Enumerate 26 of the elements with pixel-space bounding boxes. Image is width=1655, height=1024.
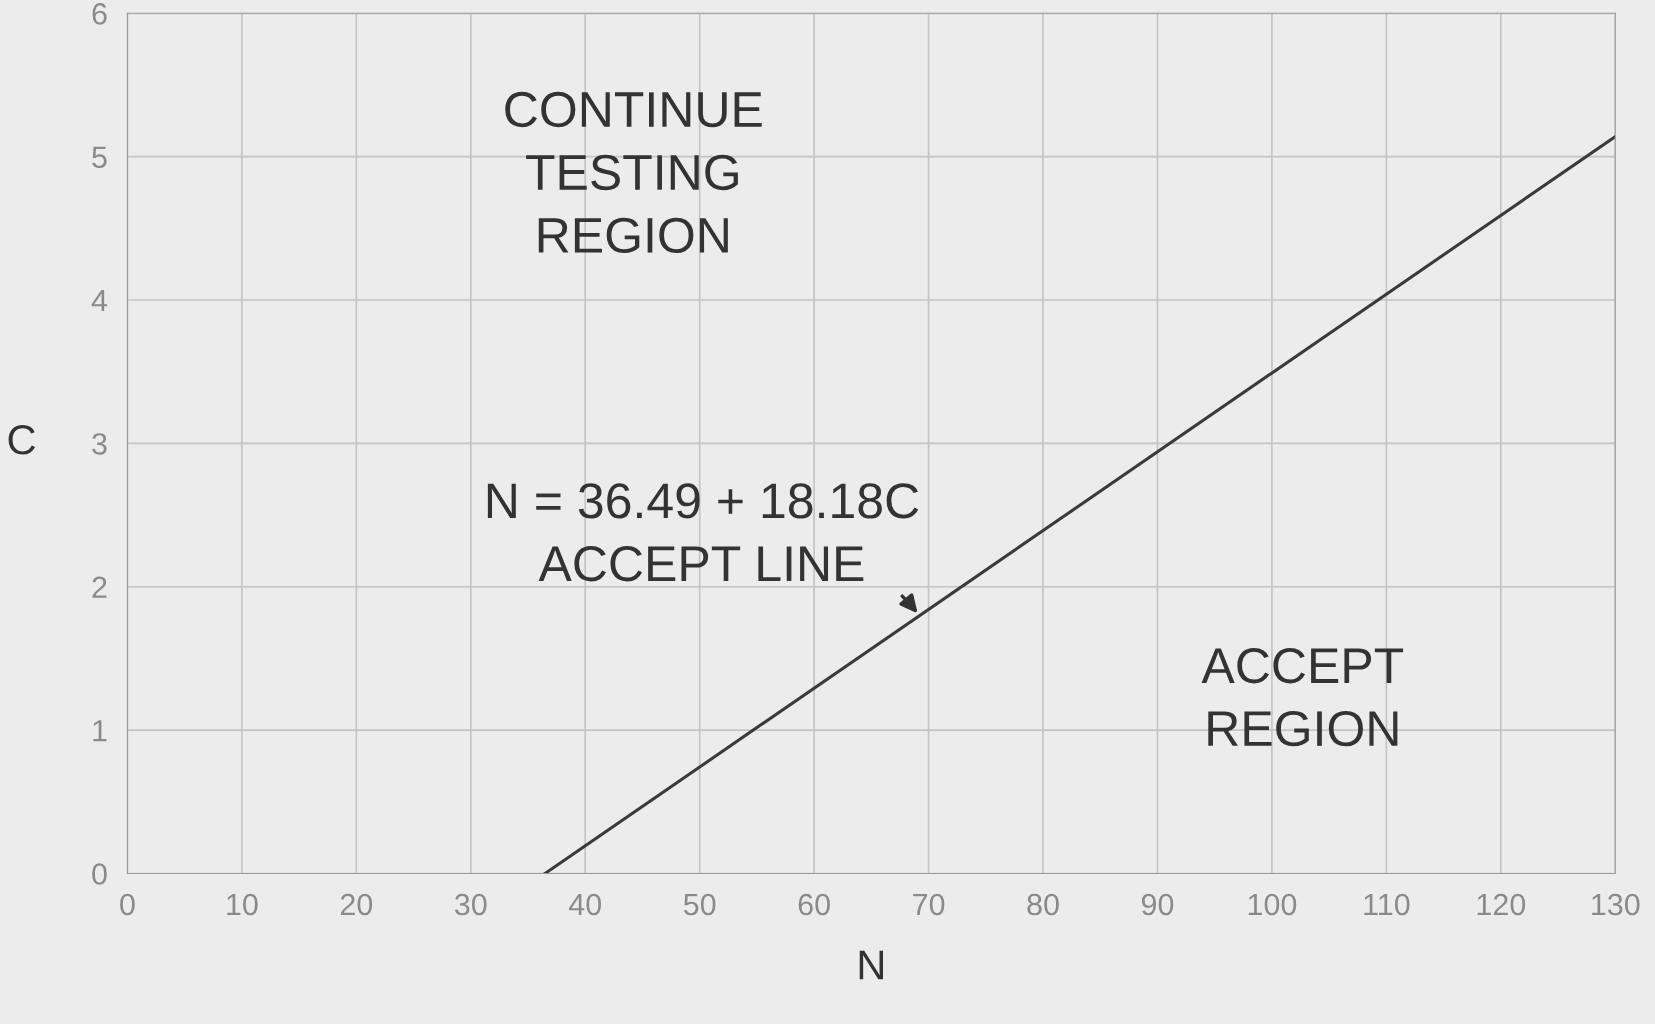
- x-tick-label: 70: [913, 893, 945, 916]
- y-tick-label: 1: [93, 720, 107, 742]
- x-tick-label: 80: [1027, 893, 1059, 916]
- x-tick-label: 120: [1477, 893, 1526, 916]
- annotation: ACCEPT REGION: [1201, 648, 1404, 747]
- y-axis-title: C: [8, 425, 36, 455]
- x-tick-label: 30: [454, 893, 487, 916]
- x-tick-label: 110: [1364, 893, 1410, 916]
- y-tick-label: 3: [92, 433, 107, 455]
- x-tick-label: 100: [1248, 893, 1297, 916]
- x-tick-label: 90: [1141, 893, 1174, 916]
- x-tick-label: 10: [227, 893, 258, 916]
- x-axis-title: N: [859, 950, 883, 980]
- x-tick-label: 130: [1592, 893, 1640, 916]
- x-tick-label: 50: [683, 893, 716, 916]
- x-tick-label: 20: [340, 893, 373, 916]
- y-tick-label: 6: [92, 3, 107, 25]
- y-tick-label: 4: [91, 290, 108, 312]
- x-tick-label: 40: [568, 893, 602, 916]
- x-tick-label: 60: [798, 893, 830, 916]
- x-tick-label: 0: [120, 893, 135, 916]
- annotation: CONTINUE TESTING REGION: [505, 91, 762, 254]
- annotation: N = 36.49 + 18.18C ACCEPT LINE: [487, 483, 919, 582]
- y-tick-label: 2: [92, 576, 107, 598]
- y-tick-label: 5: [92, 146, 107, 169]
- y-tick-label: 0: [92, 863, 107, 885]
